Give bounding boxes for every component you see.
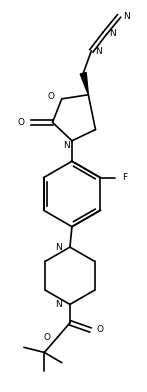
Text: N: N	[55, 300, 62, 309]
Text: O: O	[48, 92, 55, 101]
Text: O: O	[44, 332, 50, 341]
Text: N: N	[55, 243, 62, 252]
Text: N: N	[96, 47, 102, 56]
Text: N: N	[109, 29, 116, 38]
Text: O: O	[97, 325, 103, 334]
Text: N: N	[63, 142, 70, 151]
Text: F: F	[122, 173, 127, 182]
Text: N: N	[123, 11, 130, 20]
Polygon shape	[80, 73, 88, 95]
Text: O: O	[18, 118, 25, 127]
